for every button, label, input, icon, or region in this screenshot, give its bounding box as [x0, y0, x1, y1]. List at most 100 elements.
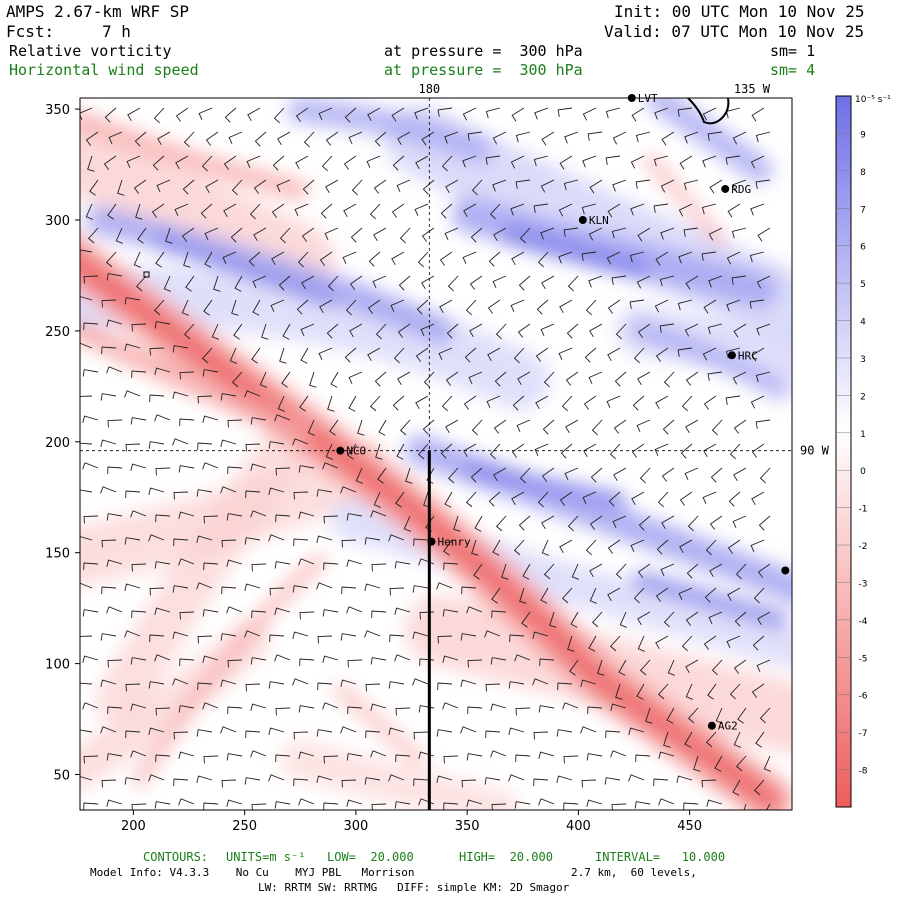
wind-barb [677, 347, 693, 357]
wind-barb [466, 799, 483, 808]
station-marker[interactable] [727, 351, 736, 360]
wind-barb [558, 251, 573, 264]
wind-barb [540, 587, 549, 604]
wind-barb [655, 635, 669, 650]
wind-barb [685, 611, 699, 626]
wind-barb [82, 369, 99, 377]
wind-barb [510, 155, 525, 169]
wind-barb [660, 179, 675, 193]
wind-barb [565, 371, 579, 386]
wind-barb [417, 251, 429, 268]
wind-barb [727, 539, 741, 554]
wind-barb [323, 515, 339, 524]
wind-barb [462, 107, 477, 121]
wind-barb [585, 299, 597, 316]
wind-barb [251, 803, 267, 810]
valid-time: Valid: 07 UTC Mon 10 Nov 25 [604, 22, 865, 41]
wind-barb [489, 443, 501, 460]
colorbar-label: -2 [859, 542, 868, 552]
field-1-pressure: at pressure = 300 hPa [384, 42, 583, 60]
wind-barb [412, 678, 429, 686]
wind-barb [100, 486, 117, 494]
wind-barb [179, 658, 195, 667]
wind-barb [100, 726, 117, 734]
wind-barb [563, 755, 579, 764]
wind-barb [80, 489, 93, 493]
wind-barb [375, 323, 387, 340]
wind-barb [375, 443, 383, 460]
vorticity-band [333, 683, 427, 767]
wind-barb [253, 179, 267, 194]
wind-barb [251, 563, 267, 572]
wind-barb [491, 610, 507, 619]
wind-barb [298, 465, 315, 473]
wind-barb [316, 729, 333, 737]
y-tick-label: 200 [45, 436, 70, 451]
wind-barb [543, 371, 555, 388]
x-tick-label: 450 [677, 819, 702, 834]
vorticity-band [86, 206, 454, 344]
wind-barb [101, 539, 117, 548]
colorbar-label: 5 [860, 280, 866, 290]
wind-barb [655, 347, 669, 362]
wind-barb [82, 702, 99, 710]
wind-barb [125, 443, 141, 452]
wind-barb [341, 586, 357, 595]
station-label: RDG [731, 183, 751, 196]
station-marker[interactable] [336, 446, 345, 455]
colorbar-label: 7 [860, 205, 866, 215]
wind-barb [250, 703, 267, 712]
wind-barb [124, 777, 141, 785]
wind-barb [125, 683, 141, 692]
wind-barb [226, 799, 243, 808]
station-marker[interactable] [427, 537, 436, 546]
wind-barb [366, 155, 381, 168]
wind-barb [567, 635, 575, 652]
wind-barb [420, 323, 435, 336]
colorbar-label: 1 [860, 430, 866, 440]
wind-barb [654, 443, 669, 456]
wind-barb [268, 681, 285, 689]
wind-barb [83, 562, 99, 571]
wind-barb [515, 707, 531, 716]
station-marker[interactable] [781, 566, 790, 575]
wind-barb [686, 563, 699, 579]
wind-barb [519, 227, 531, 244]
colorbar-label: 3 [860, 355, 866, 365]
wind-barb [511, 107, 525, 122]
wind-barb [244, 630, 261, 638]
wind-barb [635, 754, 651, 763]
vorticity-band [405, 435, 792, 604]
wind-barb [683, 227, 699, 237]
wind-barb [639, 467, 651, 484]
wind-barb [631, 443, 645, 458]
wind-barb [125, 490, 141, 499]
wind-barb [751, 491, 765, 506]
wind-barb [197, 682, 213, 691]
wind-barb [80, 776, 93, 781]
wind-barb [556, 775, 573, 784]
station-marker[interactable] [578, 215, 587, 224]
wind-barb [679, 539, 693, 554]
wind-barb [684, 131, 699, 144]
wind-barb [233, 323, 243, 340]
wind-barb [303, 131, 315, 148]
wind-barb [534, 107, 549, 120]
wind-barb [391, 203, 405, 218]
colorbar-label: -7 [859, 729, 868, 739]
wind-barb [268, 441, 285, 449]
wind-barb [275, 467, 291, 476]
station-marker[interactable] [721, 184, 730, 193]
wind-barb [559, 539, 573, 554]
station-marker[interactable] [707, 721, 716, 730]
wind-barb [493, 467, 507, 482]
wind-barb [154, 801, 171, 809]
wind-barb [653, 155, 669, 167]
wind-barb [703, 395, 717, 410]
wind-barb [341, 539, 357, 548]
wind-barb [399, 227, 411, 244]
wind-barb [272, 155, 285, 171]
wind-barb [201, 155, 213, 172]
wind-barb [704, 587, 717, 603]
wind-barb [737, 707, 747, 724]
